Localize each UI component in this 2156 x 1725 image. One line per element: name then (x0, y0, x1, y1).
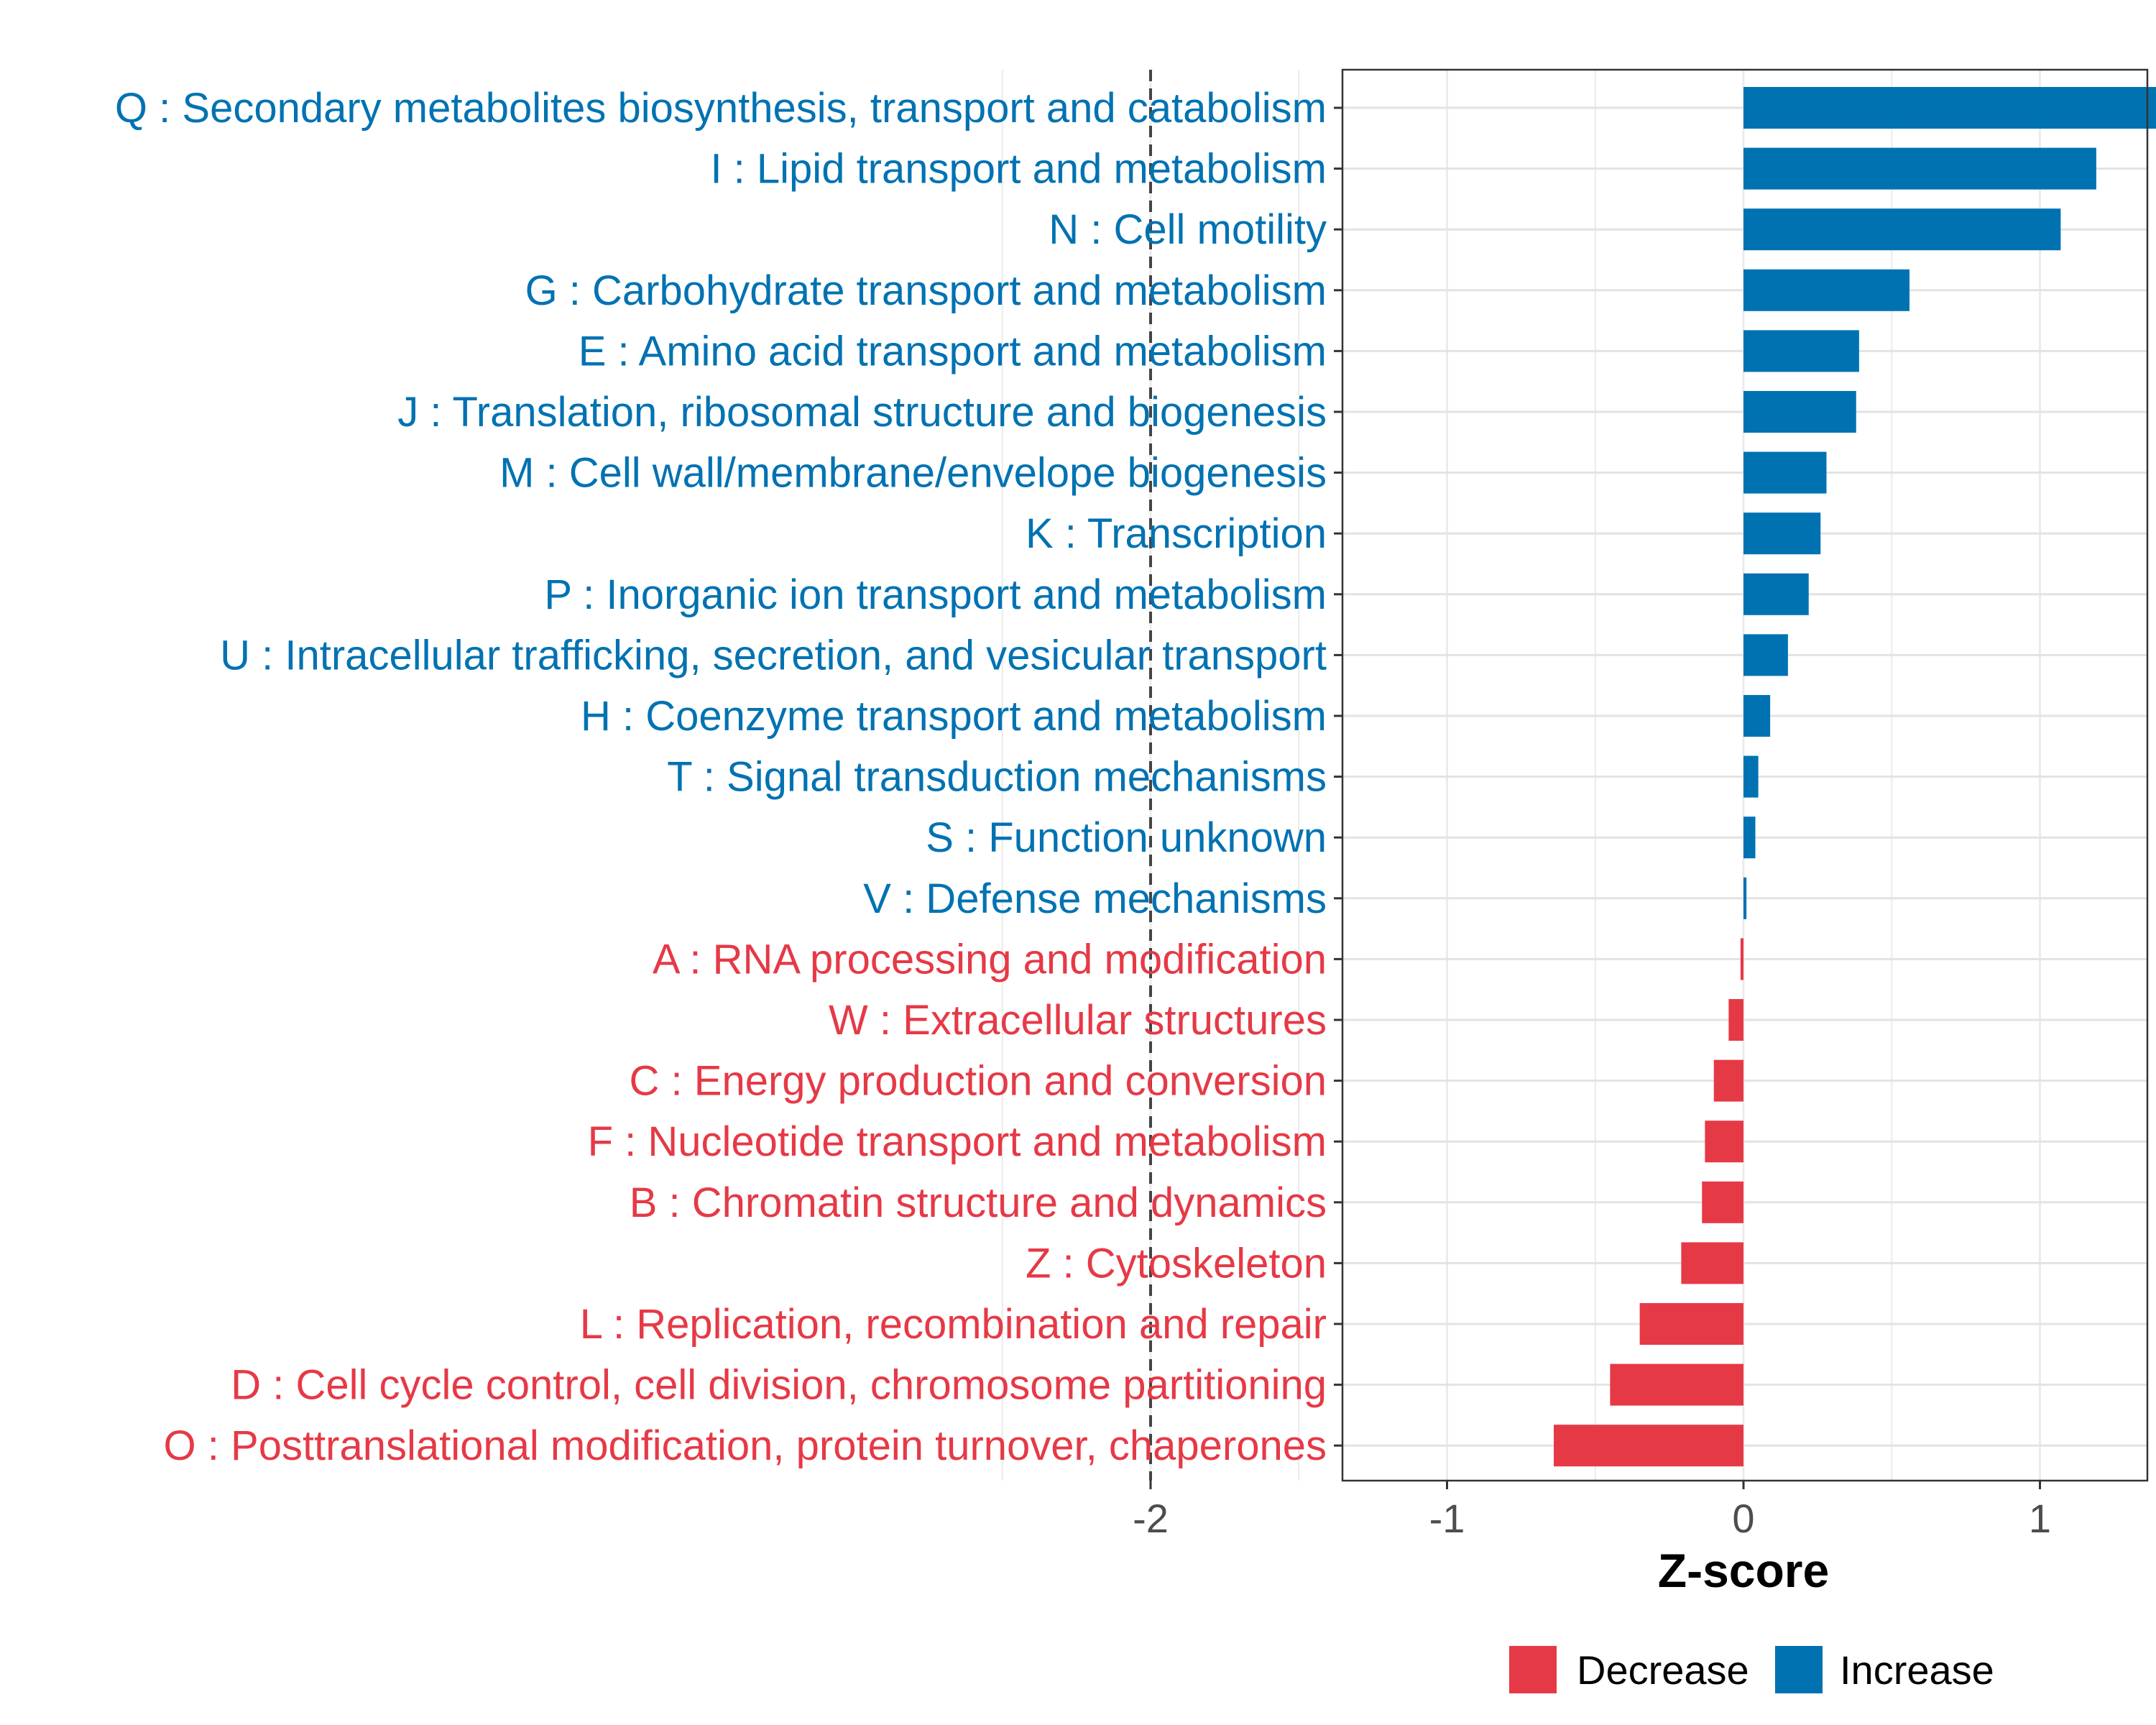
legend-swatch-decrease (1509, 1646, 1557, 1693)
x-tick-label: 0 (1732, 1496, 1754, 1541)
category-label: F : Nucleotide transport and metabolism (588, 1118, 1327, 1165)
category-label: Q : Secondary metabolites biosynthesis, … (115, 85, 1327, 132)
category-label: J : Translation, ribosomal structure and… (397, 389, 1327, 436)
category-label: E : Amino acid transport and metabolism (579, 328, 1327, 374)
category-label: M : Cell wall/membrane/envelope biogenes… (499, 450, 1327, 497)
x-tick-label: -1 (1429, 1496, 1465, 1541)
category-label: L : Replication, recombination and repai… (580, 1301, 1327, 1348)
category-label: O : Posttranslational modification, prot… (164, 1422, 1327, 1469)
bar-u (1743, 634, 1788, 676)
category-labels: Q : Secondary metabolites biosynthesis, … (115, 85, 1327, 1469)
bar-e (1743, 330, 1859, 372)
bar-t (1743, 755, 1759, 798)
bar-m (1743, 451, 1827, 494)
bar-o (1554, 1425, 1743, 1467)
bar-n (1743, 208, 2061, 251)
bar-w (1728, 999, 1743, 1041)
category-label: K : Transcription (1026, 510, 1327, 557)
category-label: G : Carbohydrate transport and metabolis… (525, 267, 1327, 314)
category-label: T : Signal transduction mechanisms (667, 754, 1327, 801)
reference-lines (1149, 70, 1152, 1481)
category-label: V : Defense mechanisms (863, 875, 1327, 922)
bar-z (1681, 1242, 1743, 1284)
legend-label-increase: Increase (1840, 1647, 1994, 1693)
bar-d (1610, 1363, 1743, 1406)
legend: Decrease Increase (1509, 1646, 1994, 1693)
category-label: H : Coenzyme transport and metabolism (581, 693, 1327, 740)
x-tick-label: -2 (1133, 1496, 1169, 1541)
x-axis-title: Z-score (1658, 1544, 1829, 1597)
bar-a (1740, 938, 1743, 980)
bar-h (1743, 695, 1771, 737)
bar-f (1705, 1121, 1743, 1163)
bar-j (1743, 391, 1856, 433)
category-label: Z : Cytoskeleton (1026, 1240, 1327, 1287)
x-axis-ticks: -2-1012 (1133, 1481, 2051, 1541)
category-label: B : Chromatin structure and dynamics (630, 1179, 1327, 1226)
category-label: P : Inorganic ion transport and metaboli… (544, 571, 1327, 618)
bar-b (1702, 1181, 1743, 1223)
bar-v (1743, 877, 1747, 919)
category-label: U : Intracellular trafficking, secretion… (220, 632, 1327, 678)
category-label: S : Function unknown (926, 814, 1327, 861)
legend-swatch-increase (1775, 1646, 1823, 1693)
bars (1554, 87, 2156, 1467)
category-label: I : Lipid transport and metabolism (710, 146, 1327, 193)
bar-q (1743, 87, 2156, 129)
bar-s (1743, 816, 1756, 859)
bar-k (1743, 512, 1821, 555)
bar-g (1743, 269, 1909, 311)
category-label: A : RNA processing and modification (653, 936, 1327, 983)
bar-p (1743, 573, 1809, 615)
category-label: N : Cell motility (1049, 206, 1327, 253)
legend-label-decrease: Decrease (1577, 1647, 1749, 1693)
category-label: W : Extracellular structures (829, 997, 1327, 1044)
category-label: D : Cell cycle control, cell division, c… (231, 1362, 1327, 1409)
panel-border (1341, 68, 2149, 1482)
y-axis-ticks (1334, 106, 1342, 1447)
category-label: C : Energy production and conversion (630, 1058, 1327, 1105)
bar-c (1713, 1059, 1743, 1102)
bar-i (1743, 147, 2096, 190)
bar-l (1639, 1303, 1743, 1345)
x-tick-label: 1 (2029, 1496, 2051, 1541)
